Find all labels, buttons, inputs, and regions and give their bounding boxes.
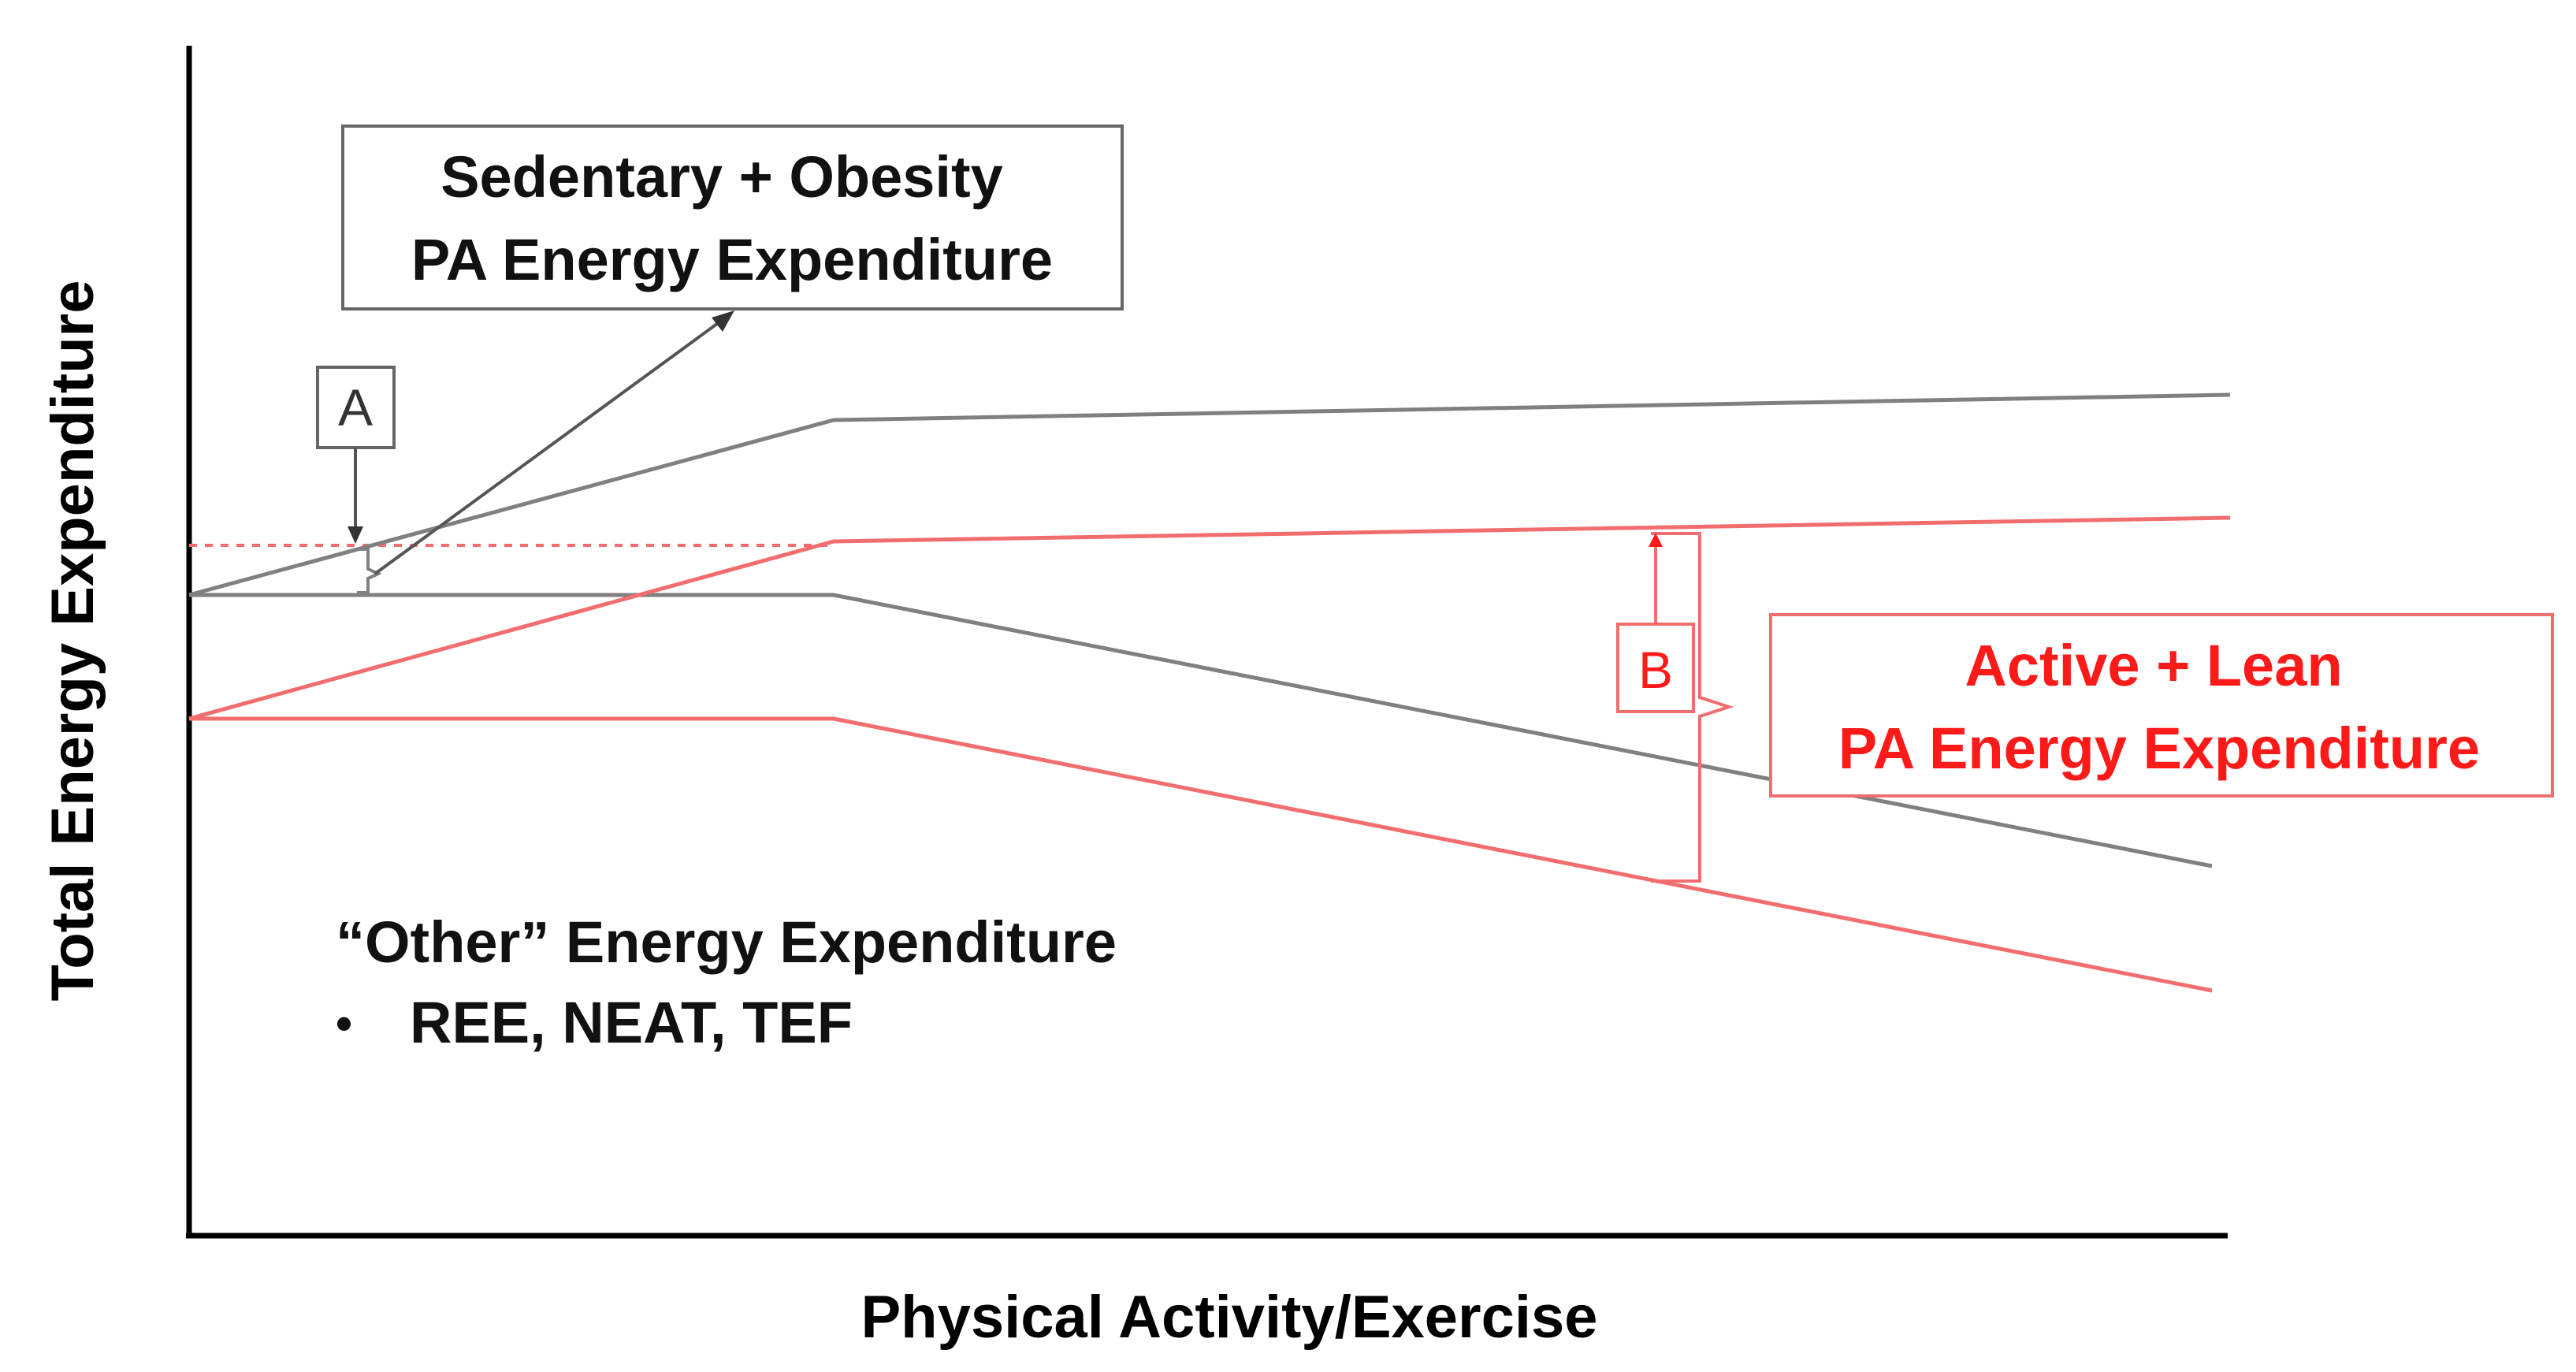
other-ee-bullet: •: [336, 997, 352, 1050]
active-label-line1: Active + Lean: [1965, 633, 2342, 698]
active-label-box: [1769, 613, 2554, 798]
sedentary-other-line: [189, 593, 2213, 868]
active-other-line: [189, 716, 2213, 993]
sedentary-pointer-arrowhead: [712, 310, 734, 332]
sedentary-total-line: [188, 392, 2231, 597]
bracket-a: [357, 548, 382, 594]
sedentary-label-line2: PA Energy Expenditure: [411, 227, 1053, 292]
marker-a-arrowhead: [348, 526, 363, 544]
other-ee-item: REE, NEAT, TEF: [410, 990, 853, 1055]
sedentary-pointer-line: [374, 318, 725, 575]
marker-b-arrowhead: [1649, 533, 1663, 547]
marker-b-label: B: [1638, 641, 1673, 699]
sedentary-label-box: [341, 125, 1124, 310]
y-axis-label: Total Energy Expenditure: [39, 281, 106, 1002]
sedentary-label-line1: Sedentary + Obesity: [440, 144, 1003, 210]
marker-a-label: A: [338, 378, 373, 437]
active-total-line: [188, 515, 2231, 721]
bracket-b: [1651, 532, 1734, 883]
x-axis-label: Physical Activity/Exercise: [861, 1284, 1597, 1351]
other-ee-title: “Other” Energy Expenditure: [336, 909, 1117, 975]
active-label-line2: PA Energy Expenditure: [1838, 716, 2480, 781]
